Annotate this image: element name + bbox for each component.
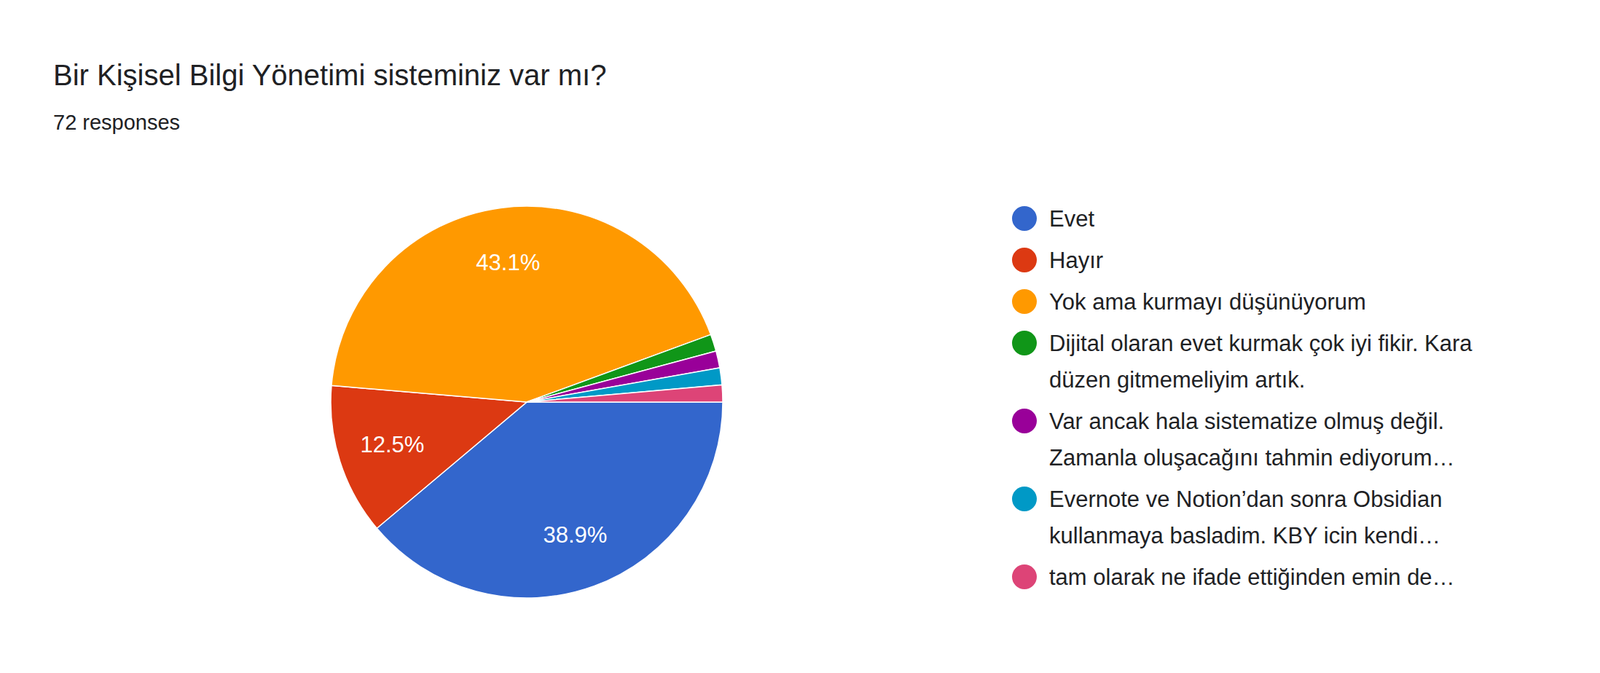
pie xyxy=(330,206,723,599)
legend-label-line: Var ancak hala sistematize olmuş değil. xyxy=(1049,408,1445,435)
legend-item: Evet xyxy=(1012,206,1095,232)
legend-item: Yok ama kurmayı düşünüyorum xyxy=(1012,289,1367,315)
legend-swatch xyxy=(1012,206,1037,231)
data-label: 38.9% xyxy=(542,522,607,548)
legend-item: Var ancak hala sistematize olmuş değil. Z… xyxy=(1012,408,1456,471)
legend-label-line: düzen gitmemeliyim artık. xyxy=(1049,367,1305,393)
legend-item: Dijital olaran evet kurmak çok iyi fikir… xyxy=(1012,330,1473,393)
legend-swatch xyxy=(1012,330,1037,356)
slice xyxy=(330,385,527,529)
legend-label-line: Yok ama kurmayı düşünüyorum xyxy=(1049,289,1367,315)
data-label: 12.5% xyxy=(359,432,425,458)
legend-item: Evernote ve Notion’dan sonra Obsidian kul… xyxy=(1012,486,1442,549)
legend: Evet Hayır Yok ama kurmayı düşünüyorum Diji… xyxy=(1012,206,1473,591)
legend-label-line: Evernote ve Notion’dan sonra Obsidian xyxy=(1049,486,1442,513)
legend-label: Var ancak hala sistematize olmuş değil. Z… xyxy=(1049,408,1456,471)
legend-label-line: tam olarak ne ifade ettiğinden emin de… xyxy=(1049,564,1456,591)
legend-swatch xyxy=(1012,408,1037,434)
legend-label-line: Hayır xyxy=(1049,247,1104,274)
legend-item: Hayır xyxy=(1012,247,1104,274)
data-labels: 38.9% 12.5% 43.1% xyxy=(359,249,607,548)
legend-swatch xyxy=(1012,564,1037,590)
legend-swatch xyxy=(1012,486,1037,512)
legend-label: Yok ama kurmayı düşünüyorum xyxy=(1049,289,1367,315)
legend-label-line: Evet xyxy=(1049,206,1095,232)
legend-item: tam olarak ne ifade ettiğinden emin de… xyxy=(1012,564,1456,591)
legend-label-line: kullanmaya basladim. KBY icin kendi… xyxy=(1049,523,1441,549)
slice xyxy=(526,384,723,403)
legend-swatch xyxy=(1012,247,1037,273)
legend-label-line: Zamanla oluşacağını tahmin ediyorum… xyxy=(1049,445,1456,471)
legend-label: Evernote ve Notion’dan sonra Obsidian kul… xyxy=(1049,486,1442,549)
data-label: 43.1% xyxy=(475,249,540,276)
legend-label: Dijital olaran evet kurmak çok iyi fikir… xyxy=(1049,330,1473,393)
title: Bir Kişisel Bilgi Yönetimi sisteminiz va… xyxy=(53,59,607,92)
chart: Bir Kişisel Bilgi Yönetimi sisteminiz va… xyxy=(0,0,1600,673)
legend-swatch xyxy=(1012,289,1037,315)
legend-label: Hayır xyxy=(1049,247,1104,274)
legend-label: tam olarak ne ifade ettiğinden emin de… xyxy=(1049,564,1456,591)
subtitle: 72 responses xyxy=(53,110,180,135)
legend-label-line: Dijital olaran evet kurmak çok iyi fikir… xyxy=(1049,330,1473,357)
legend-label: Evet xyxy=(1049,206,1095,232)
